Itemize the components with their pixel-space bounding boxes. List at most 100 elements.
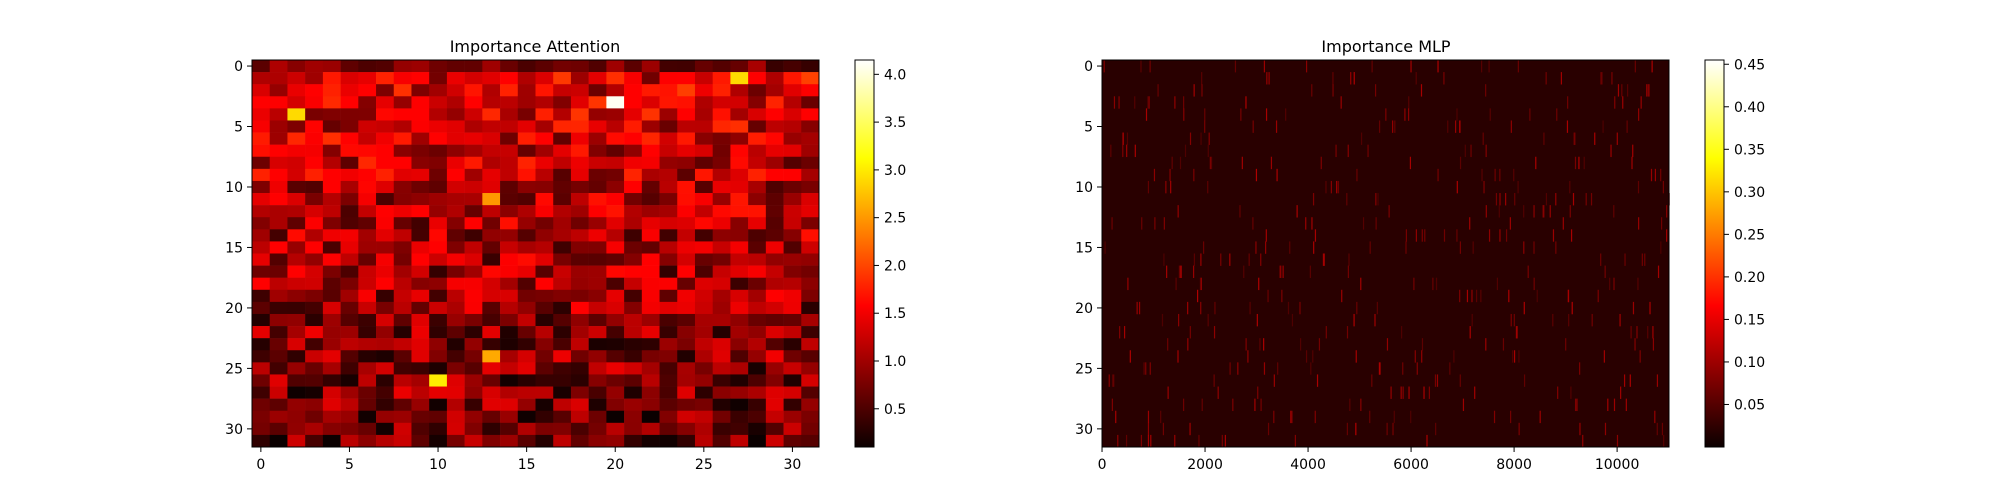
heatmap-cell xyxy=(482,265,501,278)
heatmap-cell xyxy=(535,229,554,242)
heatmap-cell xyxy=(252,96,271,109)
heatmap-cell xyxy=(712,350,731,363)
heatmap-cell xyxy=(712,120,731,133)
heatmap-cell xyxy=(748,217,767,230)
heatmap-cell xyxy=(500,205,519,218)
heatmap-cell xyxy=(252,386,271,399)
heatmap-stripe xyxy=(1254,398,1256,412)
heatmap-cell xyxy=(624,253,643,266)
heatmap-cell xyxy=(376,84,395,97)
heatmap-stripe xyxy=(1118,96,1120,109)
heatmap-cell xyxy=(269,338,288,351)
heatmap-cell xyxy=(588,422,607,436)
heatmap-stripe xyxy=(1570,386,1572,399)
heatmap-cell xyxy=(517,362,536,375)
heatmap-cell xyxy=(358,229,377,242)
heatmap-cell xyxy=(287,386,306,399)
heatmap-cell xyxy=(677,422,696,436)
heatmap-stripe xyxy=(1113,96,1116,109)
heatmap-cell xyxy=(801,205,820,218)
heatmap-stripe xyxy=(1148,96,1150,109)
y-tick-label: 25 xyxy=(1075,361,1093,377)
heatmap-cell xyxy=(801,193,820,206)
heatmap-cell xyxy=(765,386,784,399)
heatmap-cell xyxy=(393,156,412,170)
heatmap-cell xyxy=(358,313,377,327)
heatmap-cell xyxy=(677,434,696,448)
heatmap-stripe xyxy=(1401,326,1403,339)
heatmap-stripe xyxy=(1657,265,1660,278)
heatmap-stripe xyxy=(1408,386,1410,399)
heatmap-cell xyxy=(252,144,271,158)
heatmap-cell xyxy=(641,398,660,412)
heatmap-stripe xyxy=(1517,180,1519,194)
heatmap-cell xyxy=(570,277,589,291)
heatmap-cell xyxy=(801,313,820,327)
heatmap-cell xyxy=(624,193,643,206)
heatmap-cell xyxy=(482,313,501,327)
heatmap-cell xyxy=(376,180,395,194)
heatmap-stripe xyxy=(1336,180,1338,194)
heatmap-stripe xyxy=(1213,326,1216,339)
heatmap-cell xyxy=(783,180,802,194)
heatmap-cell xyxy=(340,205,359,218)
heatmap-cell xyxy=(659,108,678,121)
heatmap-cell xyxy=(340,168,359,182)
y-tick-label: 30 xyxy=(225,422,243,438)
heatmap-cell xyxy=(411,362,430,375)
heatmap-cell xyxy=(287,265,306,278)
heatmap-cell xyxy=(376,217,395,230)
heatmap-cell xyxy=(269,434,288,448)
heatmap-cell xyxy=(322,398,341,412)
heatmap-stripe xyxy=(1294,434,1296,448)
heatmap-cell xyxy=(730,422,749,436)
heatmap-stripe xyxy=(1160,410,1162,424)
heatmap-cell xyxy=(376,144,395,158)
heatmap-cell xyxy=(570,108,589,121)
heatmap-cell xyxy=(748,193,767,206)
heatmap-cell xyxy=(659,168,678,182)
heatmap-stripe xyxy=(1371,374,1373,387)
heatmap-stripe xyxy=(1255,241,1257,254)
heatmap-stripe xyxy=(1421,350,1423,363)
heatmap-cell xyxy=(411,180,430,194)
heatmap-cell xyxy=(606,374,625,387)
heatmap-cell xyxy=(305,60,324,73)
heatmap-cell xyxy=(694,338,713,351)
heatmap-cell xyxy=(252,108,271,121)
heatmap-cell xyxy=(588,156,607,170)
heatmap-cell xyxy=(659,180,678,194)
heatmap-cell xyxy=(287,362,306,375)
heatmap-cell xyxy=(624,84,643,97)
heatmap-cell xyxy=(624,205,643,218)
heatmap-cell xyxy=(252,374,271,387)
heatmap-cell xyxy=(570,374,589,387)
heatmap-cell xyxy=(252,205,271,218)
heatmap-cell xyxy=(500,422,519,436)
heatmap-cell xyxy=(730,132,749,145)
heatmap-cell xyxy=(765,72,784,85)
heatmap-cell xyxy=(553,277,572,291)
heatmap-cell xyxy=(340,84,359,97)
heatmap-stripe xyxy=(1632,301,1635,315)
heatmap-cell xyxy=(659,410,678,424)
heatmap-cell xyxy=(482,156,501,170)
heatmap-cell xyxy=(446,144,465,158)
heatmap-cell xyxy=(287,241,306,254)
heatmap-stripe xyxy=(1123,326,1126,339)
heatmap-stripe xyxy=(1489,108,1491,121)
heatmap-cell xyxy=(322,72,341,85)
attention-plot-frame xyxy=(251,59,820,448)
heatmap-cell xyxy=(393,253,412,266)
heatmap-cell xyxy=(641,277,660,291)
heatmap-cell xyxy=(287,193,306,206)
heatmap-cell xyxy=(712,253,731,266)
y-tick-label: 15 xyxy=(1075,240,1093,256)
heatmap-cell xyxy=(517,386,536,399)
heatmap-stripe xyxy=(1147,434,1150,448)
heatmap-cell xyxy=(765,205,784,218)
heatmap-cell xyxy=(694,168,713,182)
heatmap-cell xyxy=(588,374,607,387)
heatmap-cell xyxy=(464,241,483,254)
heatmap-cell xyxy=(694,96,713,109)
